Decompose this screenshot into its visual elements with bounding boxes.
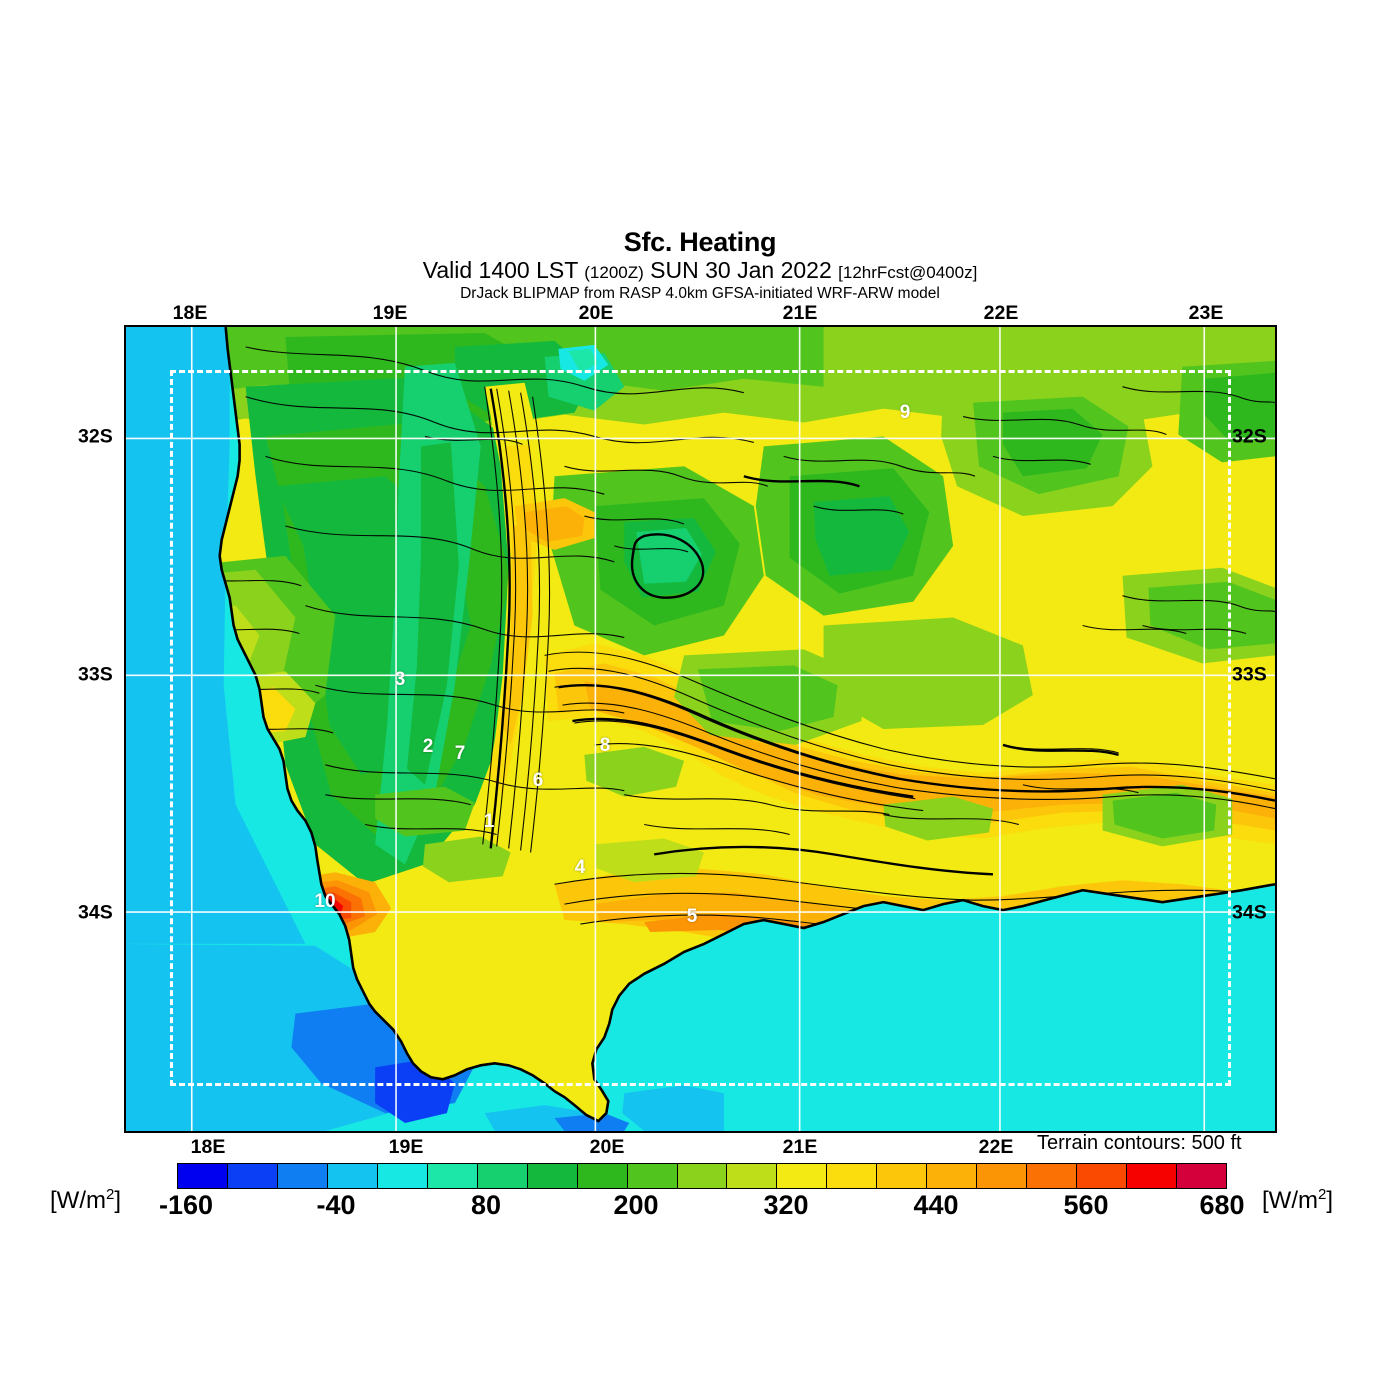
page-title: Sfc. Heating	[623, 227, 777, 257]
map-panel[interactable]: 9 3 2 7 8 6 1 4 10 5	[124, 325, 1277, 1133]
colorbar-swatch-2	[277, 1164, 328, 1188]
colorbar-swatch-4	[377, 1164, 428, 1188]
lat-tick-left-32s: 32S	[78, 425, 113, 448]
graticule	[126, 327, 1275, 1131]
colorbar-unit-right: [W/m2]	[1262, 1186, 1333, 1214]
lon-tick-bottom-21e: 21E	[782, 1136, 818, 1158]
site-marker-4: 4	[574, 857, 586, 878]
valid-zulu: (1200Z)	[584, 263, 644, 283]
terrain-contour-note: Terrain contours: 500 ft	[1037, 1132, 1242, 1154]
site-marker-8: 8	[599, 735, 611, 756]
lon-tick-top-21e: 21E	[782, 302, 818, 324]
lat-tick-right-33s: 33S	[1232, 663, 1267, 686]
lon-tick-top-20e: 20E	[578, 302, 614, 324]
lon-tick-top-23e: 23E	[1188, 302, 1224, 324]
colorbar-swatch-9	[627, 1164, 678, 1188]
site-marker-5: 5	[686, 906, 698, 927]
lon-tick-bottom-22e: 22E	[978, 1136, 1014, 1158]
valid-prefix: Valid 1400 LST	[422, 257, 578, 284]
lon-tick-bottom-19e: 19E	[388, 1136, 424, 1158]
site-marker-1: 1	[483, 811, 495, 832]
colorbar-swatch-14	[877, 1164, 928, 1188]
colorbar-tick-neg40: -40	[316, 1190, 356, 1220]
site-marker-7: 7	[454, 743, 466, 764]
title-block: Sfc. Heating Valid 1400 LST (1200Z) SUN …	[0, 228, 1400, 302]
lon-tick-bottom-20e: 20E	[589, 1136, 625, 1158]
colorbar-tick-200: 200	[613, 1190, 659, 1220]
colorbar-tick-440: 440	[913, 1190, 959, 1220]
colorbar-tick-320: 320	[763, 1190, 809, 1220]
colorbar-swatch-7	[527, 1164, 578, 1188]
colorbar-swatch-8	[577, 1164, 628, 1188]
lat-tick-right-32s: 32S	[1232, 425, 1267, 448]
colorbar-swatch-13	[827, 1164, 878, 1188]
lon-tick-bottom-18e: 18E	[190, 1136, 226, 1158]
colorbar-swatch-0	[178, 1164, 228, 1188]
colorbar-swatch-11	[727, 1164, 778, 1188]
site-marker-6: 6	[532, 770, 544, 791]
site-marker-10: 10	[314, 891, 336, 912]
colorbar-swatch-15	[927, 1164, 978, 1188]
site-marker-3: 3	[394, 669, 406, 690]
colorbar-unit-left: [W/m2]	[50, 1186, 121, 1214]
lon-tick-top-22e: 22E	[983, 302, 1019, 324]
lon-tick-top-19e: 19E	[372, 302, 408, 324]
terrain-contours-major	[489, 388, 1275, 876]
colorbar-swatch-6	[477, 1164, 528, 1188]
colorbar-tick-680: 680	[1199, 1190, 1245, 1220]
colorbar-swatch-16	[977, 1164, 1028, 1188]
colorbar-swatch-3	[327, 1164, 378, 1188]
surface-heating-raster	[126, 327, 1275, 1131]
colorbar-swatch-20	[1177, 1164, 1227, 1188]
colorbar-swatch-18	[1077, 1164, 1128, 1188]
site-marker-2: 2	[422, 736, 434, 757]
colorbar-swatch-17	[1027, 1164, 1078, 1188]
forecast-tag: [12hrFcst@0400z]	[838, 263, 978, 283]
lon-tick-top-18e: 18E	[172, 302, 208, 324]
model-credit: DrJack BLIPMAP from RASP 4.0km GFSA-init…	[460, 284, 940, 302]
valid-date: SUN 30 Jan 2022	[650, 257, 832, 284]
lat-tick-left-34s: 34S	[78, 901, 113, 924]
colorbar-swatch-10	[677, 1164, 728, 1188]
coastline	[218, 327, 1275, 1123]
valid-time-line: Valid 1400 LST (1200Z) SUN 30 Jan 2022 […	[0, 257, 1400, 283]
colorbar-swatch-19	[1127, 1164, 1178, 1188]
colorbar-tick-neg160: -160	[158, 1190, 214, 1220]
site-marker-9: 9	[899, 402, 911, 423]
colorbar-swatch-1	[227, 1164, 278, 1188]
colorbar[interactable]	[177, 1163, 1227, 1189]
lat-tick-right-34s: 34S	[1232, 901, 1267, 924]
colorbar-tick-560: 560	[1063, 1190, 1109, 1220]
colorbar-swatch-5	[427, 1164, 478, 1188]
lat-tick-left-33s: 33S	[78, 663, 113, 686]
colorbar-tick-80: 80	[470, 1190, 502, 1220]
colorbar-swatch-12	[777, 1164, 828, 1188]
